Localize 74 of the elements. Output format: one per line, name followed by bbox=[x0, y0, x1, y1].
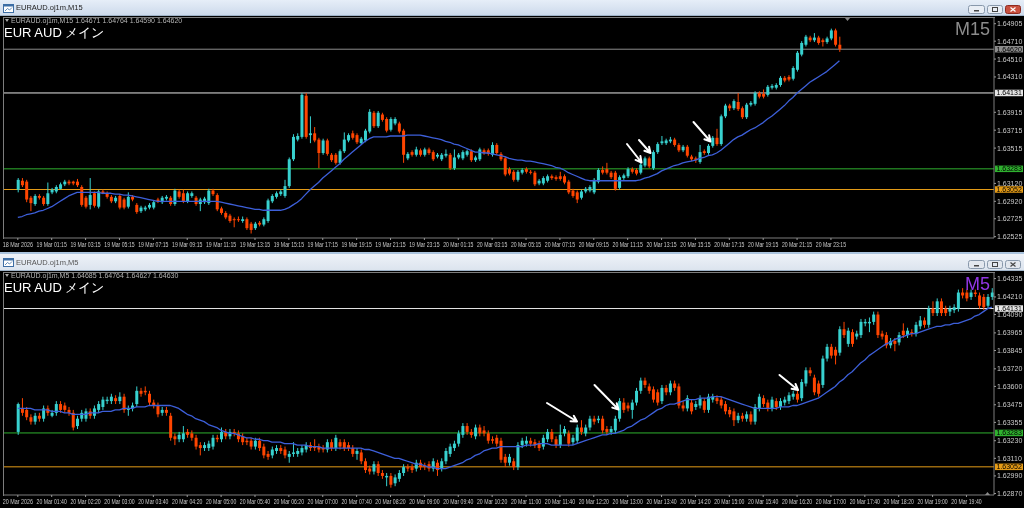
candlestick bbox=[660, 384, 664, 405]
candlestick bbox=[46, 182, 50, 207]
candlestick bbox=[643, 377, 647, 389]
candlestick bbox=[97, 189, 101, 209]
candlestick bbox=[749, 410, 753, 426]
candlestick bbox=[770, 83, 774, 90]
line-series bbox=[17, 60, 841, 219]
candlestick bbox=[931, 300, 935, 317]
candlestick bbox=[410, 463, 414, 474]
candlestick bbox=[169, 412, 173, 442]
candlestick bbox=[482, 425, 486, 437]
candlestick bbox=[80, 184, 84, 208]
candlestick bbox=[948, 305, 952, 317]
candlestick bbox=[499, 437, 503, 464]
candlestick bbox=[266, 198, 270, 224]
candlestick bbox=[342, 131, 346, 154]
candlestick bbox=[444, 148, 448, 158]
candlestick bbox=[893, 337, 897, 352]
candlestick bbox=[177, 431, 181, 443]
candlestick bbox=[812, 374, 816, 396]
candlestick bbox=[651, 149, 655, 171]
candlestick bbox=[249, 221, 253, 235]
candlestick bbox=[537, 440, 541, 452]
candlestick bbox=[88, 177, 92, 210]
candlestick bbox=[249, 437, 253, 451]
candlestick bbox=[677, 383, 681, 409]
candlestick bbox=[821, 37, 825, 48]
candlestick bbox=[715, 394, 719, 405]
candlestick bbox=[135, 385, 139, 408]
candlestick bbox=[715, 128, 719, 147]
candlestick bbox=[393, 473, 397, 487]
candlestick bbox=[838, 325, 842, 357]
candlestick bbox=[291, 133, 295, 162]
candlestick bbox=[630, 399, 634, 420]
candlestick bbox=[33, 412, 37, 426]
candlestick bbox=[25, 179, 29, 203]
candlestick bbox=[232, 216, 236, 228]
annotation: EUR AUD メイン bbox=[4, 25, 105, 40]
candlestick bbox=[571, 434, 575, 446]
candlestick bbox=[927, 305, 931, 329]
candlestick bbox=[956, 289, 960, 313]
candlestick bbox=[787, 391, 791, 405]
candlestick bbox=[410, 149, 414, 158]
annotation: M15 bbox=[954, 19, 990, 39]
candlestick bbox=[613, 170, 617, 192]
candlestick bbox=[300, 444, 304, 456]
candlestick bbox=[846, 327, 850, 348]
candlestick bbox=[71, 409, 75, 431]
candlestick bbox=[452, 148, 456, 171]
candlestick bbox=[266, 450, 270, 461]
candlestick bbox=[876, 311, 880, 339]
candlestick bbox=[575, 424, 579, 445]
candlestick bbox=[465, 148, 469, 158]
annotation: EUR AUD メイン bbox=[4, 280, 105, 295]
candlestick bbox=[732, 407, 736, 427]
candlestick bbox=[787, 74, 791, 82]
candlestick bbox=[122, 393, 126, 414]
candlestick bbox=[101, 396, 105, 411]
candlestick bbox=[465, 422, 469, 436]
candlestick bbox=[554, 174, 558, 182]
candlestick bbox=[139, 387, 143, 398]
candlestick bbox=[969, 289, 973, 301]
candlestick bbox=[317, 137, 321, 169]
candlestick bbox=[29, 413, 33, 426]
candlestick bbox=[859, 318, 863, 339]
candlestick bbox=[516, 441, 520, 471]
candlestick bbox=[308, 115, 312, 144]
annotation: M5 bbox=[964, 274, 990, 294]
candlestick bbox=[393, 116, 397, 126]
candlestick bbox=[660, 135, 664, 146]
candlestick bbox=[605, 162, 609, 175]
candlestick bbox=[842, 321, 846, 339]
candlestick bbox=[749, 100, 753, 107]
candlestick bbox=[355, 447, 359, 461]
